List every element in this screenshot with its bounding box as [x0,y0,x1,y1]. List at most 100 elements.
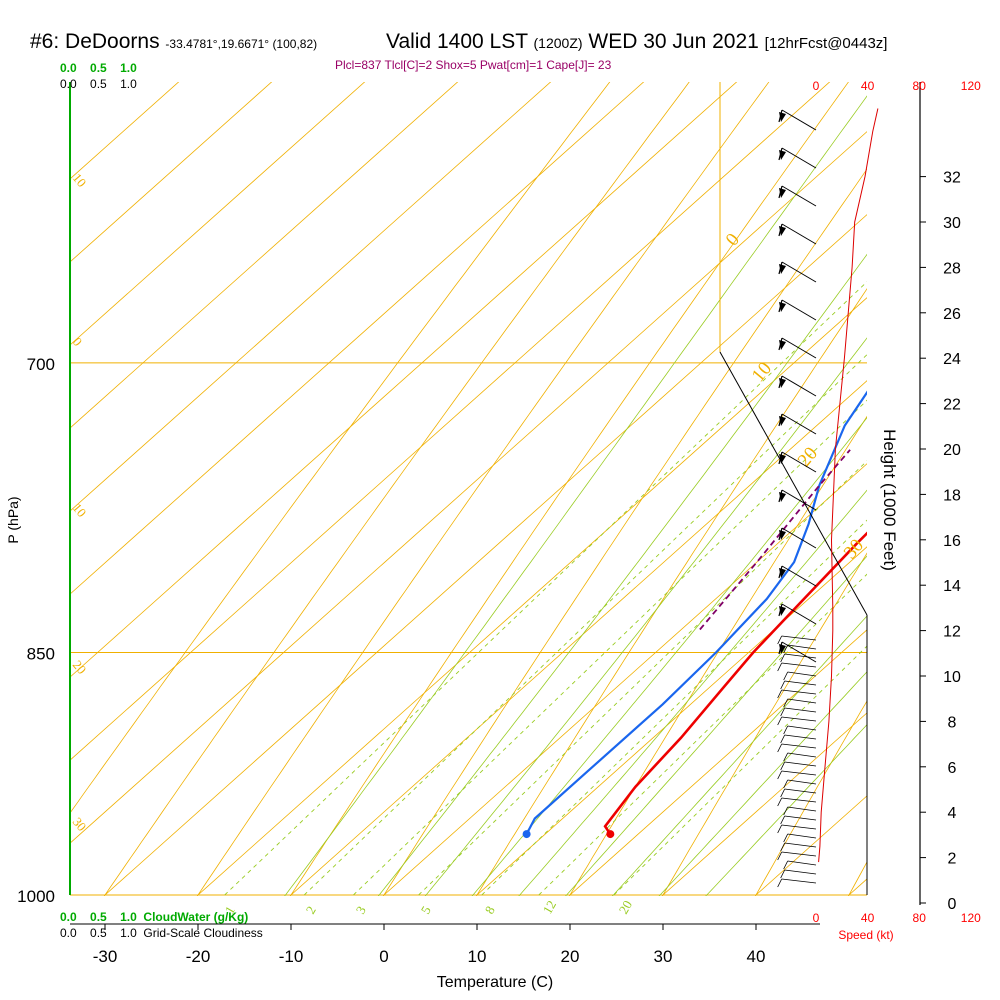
isotherm-label-left: 10 [70,500,90,520]
mixing-ratio-line [353,399,867,896]
wind-barb [777,743,817,753]
height-tick-label: 16 [943,533,961,550]
moist-adiabat [565,555,867,896]
isotherm-line [70,82,273,263]
moist-adiabat [611,615,867,896]
valid-date: WED 30 Jun 2021 [588,30,759,53]
height-tick-label: 24 [943,351,961,368]
height-tick-label: 0 [948,896,957,913]
dry-adiabat [661,552,867,896]
wind-barb [778,527,817,549]
mixing-ratio-label: 20 [616,898,635,917]
temperature-tick-label: 0 [379,947,388,966]
surface-temperature-dot [606,830,615,839]
height-axis-title: Height (1000 Feet) [880,429,899,571]
temperature-tick-label: 10 [468,947,487,966]
wind-barb [778,489,817,511]
pressure-tick-label: 850 [27,645,55,664]
wind-barb [783,779,817,789]
mixing-ratio-label: 3 [353,903,369,916]
height-tick-label: 22 [943,397,961,414]
mixing-ratio-label: 5 [418,903,434,916]
station-coords: -33.4781°,19.6671° (100,82) [165,37,318,51]
height-tick-label: 20 [943,442,961,459]
isotherm-line [70,82,831,761]
temperature-tick-label: -20 [186,947,211,966]
height-tick-label: 6 [948,760,957,777]
mixing-ratio-line [538,573,867,896]
temperature-tick-label: 40 [747,947,766,966]
isotherm-line [70,82,738,678]
height-tick-label: 28 [943,260,961,277]
mixing-ratio-line [224,281,867,896]
wind-barb [778,451,817,473]
isotherm-line [70,82,366,346]
isotherm-line [290,380,867,896]
wind-barb [777,662,817,672]
valid-utc: (1200Z) [533,35,583,51]
moist-adiabat [424,337,867,896]
wind-barb [777,689,817,699]
station-name: #6: DeDoorns [30,30,160,53]
speed-tick-top: 40 [861,79,875,93]
dry-adiabat [70,82,611,814]
speed-tick-bottom: 80 [913,911,927,925]
mixing-ratio-line [303,354,867,896]
isotherm-line [476,546,867,896]
wind-barb [780,653,817,663]
mixing-ratio-line [613,645,867,896]
y-axis-title: P (hPa) [5,496,21,543]
isotherm-label-left: 10 [70,170,90,190]
wind-barb [778,299,817,321]
surface-dewpoint-dot [522,830,531,839]
wind-barb [777,824,817,834]
speed-tick-bottom: 120 [961,911,981,925]
mixing-ratio-label: 8 [482,903,498,916]
pressure-tick-label: 1000 [17,887,55,906]
temperature-tick-label: 30 [654,947,673,966]
wind-barb [777,635,817,645]
cloudwater-scale-top: 0.0 0.5 1.0 [60,61,137,75]
wind-barb [778,147,817,169]
wind-barb [780,869,817,879]
temperature-tick-label: -30 [93,947,118,966]
wind-barb [778,603,817,625]
height-tick-label: 14 [943,578,961,595]
wind-barb [783,725,817,735]
dry-adiabat [196,82,770,896]
wind-barb [783,806,817,816]
wind-barb [780,842,817,852]
wind-barb [783,752,817,762]
dry-adiabat [289,82,849,896]
isotherm-line [197,297,867,896]
isotherm-line [70,131,867,844]
wind-barb [778,337,817,359]
height-tick-label: 32 [943,170,961,187]
wind-barb [780,680,817,690]
isotherm-label-left: 30 [70,814,90,834]
dry-adiabat [568,415,867,896]
wind-barb [780,788,817,798]
wind-barb [777,716,817,726]
forecast-info: [12hrFcst@0443z] [764,35,888,52]
mixing-ratio-line [481,519,867,896]
wind-barb [778,185,817,207]
isotherm-line [70,82,552,512]
moist-adiabat [377,253,867,896]
mixing-ratio-line [418,460,867,896]
isotherm-line [70,82,459,429]
temperature-tick-label: -10 [279,947,304,966]
dry-adiabat [103,82,690,896]
wind-barb [783,671,817,681]
speed-tick-bottom: 40 [861,911,875,925]
moist-adiabat [658,671,867,896]
height-tick-label: 10 [943,669,961,686]
height-tick-label: 2 [948,851,957,868]
height-tick-label: 12 [943,624,961,641]
wind-barb [783,644,817,654]
speed-tick-top: 0 [813,79,820,93]
wind-barb [783,833,817,843]
valid-time: Valid 1400 LST [386,30,528,53]
isotherm-line [104,214,867,896]
